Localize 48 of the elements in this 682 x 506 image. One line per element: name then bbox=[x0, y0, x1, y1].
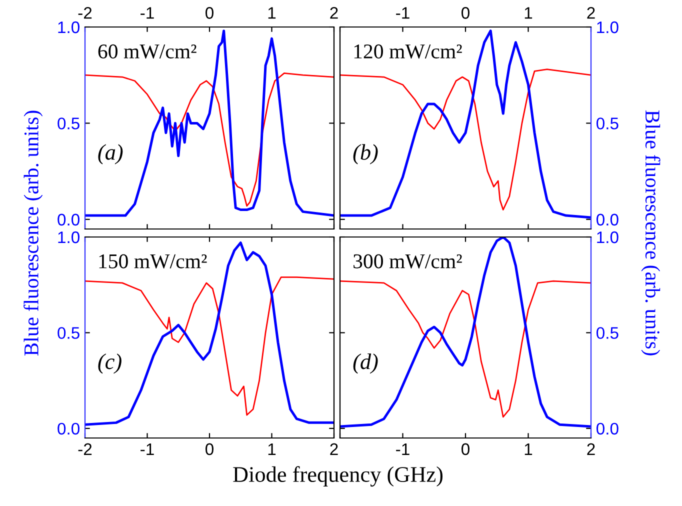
x-tick-label: 2 bbox=[330, 7, 338, 19]
y-tick-label: 1.0 bbox=[597, 231, 618, 244]
x-tick-label: -1 bbox=[396, 443, 410, 455]
x-tick-label: 0 bbox=[206, 7, 214, 19]
x-tick-label: 0 bbox=[206, 443, 214, 456]
x-tick-label: -1 bbox=[140, 7, 154, 19]
line-series bbox=[85, 72, 334, 207]
annotation: 300 mW/cm² bbox=[354, 254, 462, 268]
x-tick-label: -2 bbox=[78, 7, 92, 19]
y-tick-label: 0.0 bbox=[58, 422, 80, 435]
x-tick-label: 1 bbox=[524, 7, 532, 19]
x-tick-label: 2 bbox=[330, 443, 338, 455]
y-tick-label: 0.0 bbox=[58, 214, 80, 226]
x-tick-label: 1 bbox=[268, 443, 276, 455]
line-series bbox=[85, 276, 334, 416]
y-tick-label: 0.5 bbox=[596, 118, 618, 130]
x-tick-label: 2 bbox=[587, 443, 595, 455]
annotation: (d) bbox=[353, 354, 378, 374]
x-tick-label: 1 bbox=[268, 7, 276, 19]
y-tick-label: 0.5 bbox=[58, 118, 80, 130]
y-axis-title: Blue fluorescence (arb. units) bbox=[24, 110, 43, 356]
y-tick-label: 1.0 bbox=[58, 21, 80, 34]
annotation: (b) bbox=[353, 144, 378, 164]
line-series bbox=[340, 68, 591, 210]
x-tick-label: -2 bbox=[78, 443, 92, 455]
x-tick-label: 0 bbox=[462, 7, 470, 19]
y-tick-label: 0.0 bbox=[596, 214, 618, 226]
y-tick-label: 0.5 bbox=[596, 327, 618, 339]
line-series bbox=[340, 30, 591, 219]
annotation: (a) bbox=[98, 144, 123, 164]
x-tick-label: 1 bbox=[524, 443, 532, 455]
x-tick-label: -1 bbox=[140, 443, 154, 455]
line-series bbox=[85, 241, 334, 426]
y-tick-label: 0.0 bbox=[596, 422, 618, 435]
x-tick-label: 2 bbox=[587, 7, 595, 19]
line-series bbox=[85, 30, 334, 217]
x-axis-title: Diode frequency (GHz) bbox=[233, 466, 443, 487]
annotation: 60 mW/cm² bbox=[98, 44, 196, 59]
y-tick-label: 0.5 bbox=[58, 327, 80, 339]
y-tick-label: 1.0 bbox=[597, 21, 618, 34]
x-tick-label: -1 bbox=[396, 7, 410, 19]
annotation: 150 mW/cm² bbox=[99, 254, 207, 268]
y-axis-title: Blue fluorescence (arb. units) bbox=[641, 110, 660, 356]
annotation: 120 mW/cm² bbox=[354, 44, 462, 59]
y-tick-label: 1.0 bbox=[58, 231, 80, 244]
x-tick-label: 0 bbox=[462, 443, 470, 456]
annotation: (c) bbox=[98, 354, 122, 374]
line-series bbox=[340, 280, 591, 418]
